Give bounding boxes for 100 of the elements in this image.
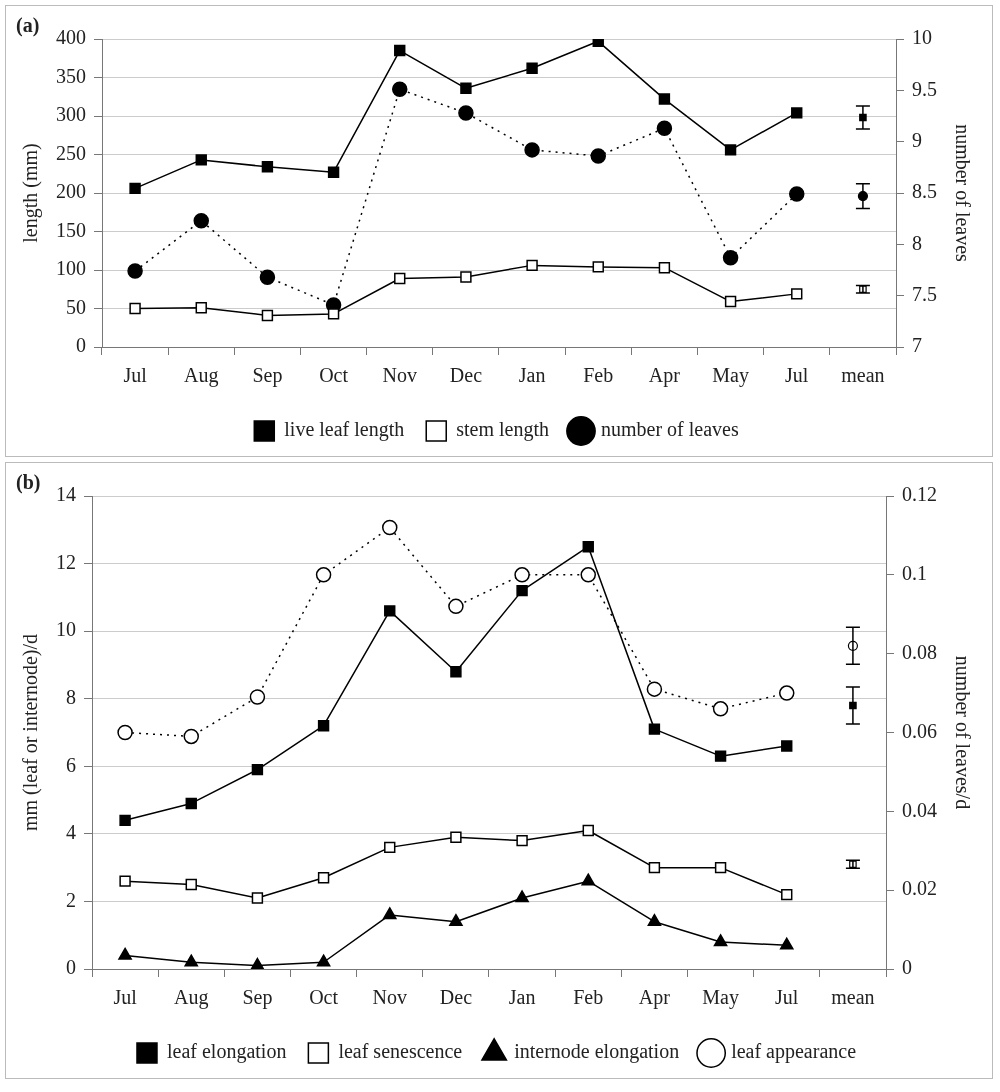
point <box>582 540 594 553</box>
x-tick-label: Dec <box>439 986 473 1009</box>
x-tick-label: Sep <box>252 364 283 388</box>
y-tick-label: 0 <box>76 334 86 357</box>
point <box>394 44 406 57</box>
point <box>316 954 331 967</box>
point <box>315 567 332 583</box>
y-tick-label: 10 <box>56 618 76 641</box>
legend-label: internode elongation <box>514 1040 680 1064</box>
y-tick-label: 14 <box>56 483 76 506</box>
point <box>590 148 606 164</box>
point <box>656 120 673 137</box>
x-tick-label: mean <box>841 364 885 387</box>
point <box>722 249 739 266</box>
y-tick-label: 400 <box>56 26 86 49</box>
x-tick-label: Jan <box>508 986 536 1009</box>
y-tick-label: 12 <box>56 550 76 573</box>
legend-label: leaf appearance <box>731 1040 857 1064</box>
y2-tick-label: 0.12 <box>902 483 937 506</box>
y-tick-label: 100 <box>56 257 86 280</box>
point <box>779 937 794 950</box>
point <box>526 259 538 272</box>
point <box>658 93 671 105</box>
point <box>327 308 340 320</box>
point <box>648 861 661 874</box>
y-axis-title: length (mm) <box>19 143 43 243</box>
legend-label: leaf senescence <box>338 1040 463 1063</box>
point <box>713 934 728 947</box>
point <box>514 567 530 583</box>
point <box>450 831 462 843</box>
legend-label: number of leaves <box>601 418 739 441</box>
point <box>185 797 197 810</box>
point <box>119 814 131 827</box>
point <box>127 263 143 279</box>
point <box>249 689 266 705</box>
point <box>460 82 472 94</box>
point <box>448 598 464 615</box>
point <box>392 81 408 98</box>
point <box>781 740 793 752</box>
y2-tick-label: 0.02 <box>902 877 937 900</box>
x-tick-label: Jul <box>113 986 138 1009</box>
point <box>658 261 671 274</box>
y-axis-title: mm (leaf or internode)/d <box>19 633 43 832</box>
x-tick-label: mean <box>831 986 875 1009</box>
chart-title: (a) <box>16 14 40 38</box>
y-tick-label: 4 <box>66 821 76 844</box>
point <box>779 685 795 701</box>
y-tick-label: 8 <box>66 685 76 708</box>
legend-label: stem length <box>456 418 549 442</box>
x-tick-label: Sep <box>242 986 273 1010</box>
point <box>580 567 596 583</box>
y-tick-label: 350 <box>56 64 86 87</box>
x-tick-label: Jul <box>123 364 148 387</box>
x-tick-label: Feb <box>573 986 604 1009</box>
x-tick-label: Jan <box>518 364 546 387</box>
x-tick-label: Nov <box>382 364 417 387</box>
x-tick-label: Jul <box>775 986 799 1009</box>
point <box>516 834 528 847</box>
x-tick-label: Aug <box>174 986 209 1010</box>
point <box>791 107 803 119</box>
y2-tick-label: 7 <box>912 334 922 357</box>
point <box>193 212 209 229</box>
y2-axis-title: number of leaves <box>951 124 974 263</box>
point <box>259 269 276 285</box>
point <box>646 681 663 697</box>
point <box>117 724 133 741</box>
point <box>460 271 472 283</box>
x-tick-label: May <box>702 986 739 1010</box>
x-tick-label: Oct <box>309 986 339 1009</box>
point <box>251 892 264 904</box>
y2-tick-label: 9 <box>912 128 922 151</box>
point <box>450 665 462 678</box>
point <box>183 728 199 745</box>
y2-tick-label: 0.04 <box>902 798 937 821</box>
y2-tick-label: 8 <box>912 231 922 254</box>
y2-tick-label: 0.08 <box>902 640 937 663</box>
y-tick-label: 150 <box>56 218 86 241</box>
y2-tick-label: 0.06 <box>902 719 937 742</box>
y-tick-label: 2 <box>66 888 76 911</box>
x-tick-label: Dec <box>449 364 483 387</box>
y2-tick-label: 0.1 <box>902 562 927 585</box>
point <box>791 288 803 300</box>
legend-label: leaf elongation <box>166 1040 287 1064</box>
point <box>195 302 207 314</box>
point <box>724 295 737 308</box>
point <box>261 309 274 322</box>
point <box>327 166 340 178</box>
y2-tick-label: 9.5 <box>912 77 937 100</box>
point <box>714 750 727 762</box>
point <box>582 824 594 837</box>
x-tick-label: Jul <box>785 364 809 387</box>
point <box>526 62 538 74</box>
point <box>184 954 199 967</box>
point <box>592 261 604 273</box>
x-tick-label: Feb <box>583 364 614 387</box>
point <box>781 888 793 901</box>
point <box>195 154 207 166</box>
x-tick-label: Nov <box>372 986 407 1009</box>
point <box>714 861 727 874</box>
x-tick-label: Aug <box>184 364 219 388</box>
